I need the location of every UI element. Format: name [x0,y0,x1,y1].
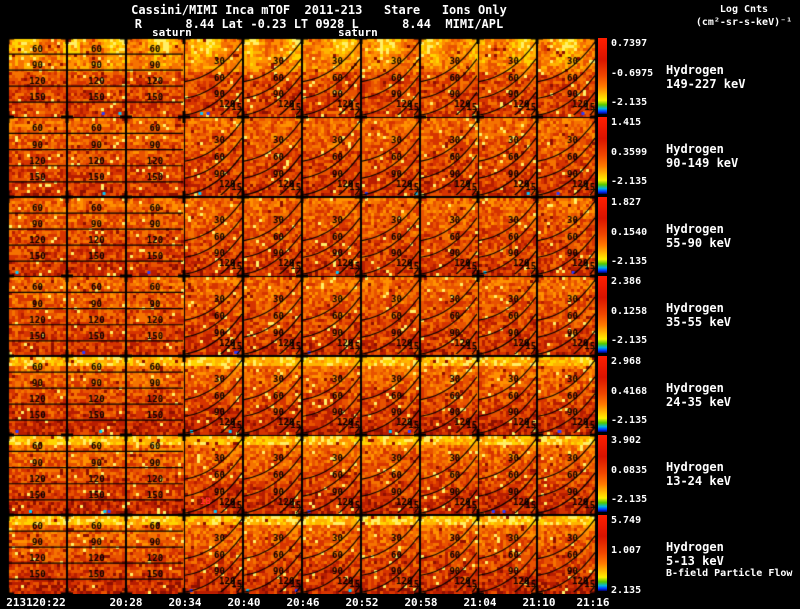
time-tick: 20:34 [168,596,202,609]
row-band-label: 55-90 keV [666,236,732,250]
colorbar-tick: 1.007 [611,545,642,556]
row-species-label: Hydrogen [666,301,724,315]
time-tick: 21:16 [576,596,610,609]
plot-subtitle: R 8.44 Lat -0.23 LT 0928 L 8.44 MIMI/APL [134,17,504,31]
spectrogram-canvas [8,38,596,594]
colorbar-units-label: Log Cnts (cm²-sr-s-keV)⁻¹ [690,3,798,29]
colorbar-row-1 [598,38,607,114]
colorbar-tick: 5.749 [611,515,642,526]
colorbar-row-4 [598,276,607,353]
colorbar-tick: 2.386 [611,276,642,287]
row-species-label: Hydrogen [666,63,724,77]
colorbar-row-3 [598,197,607,273]
colorbar-tick: -0.6975 [611,68,654,79]
colorbar-row-5 [598,356,607,432]
colorbar-row-6 [598,435,607,512]
colorbar-tick: 1.415 [611,117,642,128]
colorbar-row-7 [598,515,607,591]
time-tick: 20:40 [227,596,261,609]
colorbar-tick: -2.135 [611,415,648,426]
plot-title: Cassini/MIMI Inca mTOF 2011-213 Stare Io… [131,3,507,17]
row-species-label: Hydrogen [666,381,724,395]
colorbar-tick: 3.902 [611,435,642,446]
row-band-label: 13-24 keV [666,474,732,488]
row-species-label: Hydrogen [666,460,724,474]
colorbar-tick: 0.3599 [611,147,648,158]
time-tick: 20:28 [109,596,143,609]
colorbar-tick: -2.135 [611,256,648,267]
row-species-label: Hydrogen [666,142,724,156]
time-tick: 213120:22 [6,596,66,609]
colorbar-tick: -2.135 [611,494,648,505]
row-band-label: 35-55 keV [666,315,732,329]
colorbar-tick: 0.1540 [611,227,648,238]
b-field-marker: 1B [200,497,211,507]
time-tick: 20:46 [286,596,320,609]
colorbar-tick: -2.135 [611,97,648,108]
b-field-flow-label: B-field Particle Flow [666,568,793,579]
colorbar-tick: 0.1258 [611,306,648,317]
row-band-label: 90-149 keV [666,156,739,170]
row-band-label: 24-35 keV [666,395,732,409]
saturn-marker-right: saturn [338,26,378,39]
time-tick: 20:58 [404,596,438,609]
colorbar-tick: -2.135 [611,335,648,346]
colorbar-tick: 2.135 [611,585,642,596]
colorbar-units-line1: Log Cnts [719,4,769,15]
colorbar-tick: 0.4168 [611,386,648,397]
colorbar-tick: -2.135 [611,176,648,187]
colorbar-tick: 0.7397 [611,38,648,49]
colorbar-units-line2: (cm²-sr-s-keV)⁻¹ [695,17,793,28]
row-species-label: Hydrogen [666,222,724,236]
colorbar-tick: 2.968 [611,356,642,367]
time-tick: 21:10 [522,596,556,609]
time-tick: 21:04 [463,596,497,609]
row-species-label: Hydrogen [666,540,724,554]
saturn-marker-left: saturn [152,26,192,39]
row-band-label: 5-13 keV [666,554,724,568]
colorbar-tick: 1.827 [611,197,642,208]
time-tick: 20:52 [345,596,379,609]
row-band-label: 149-227 keV [666,77,746,91]
colorbar-tick: 0.0835 [611,465,648,476]
colorbar-row-2 [598,117,607,194]
